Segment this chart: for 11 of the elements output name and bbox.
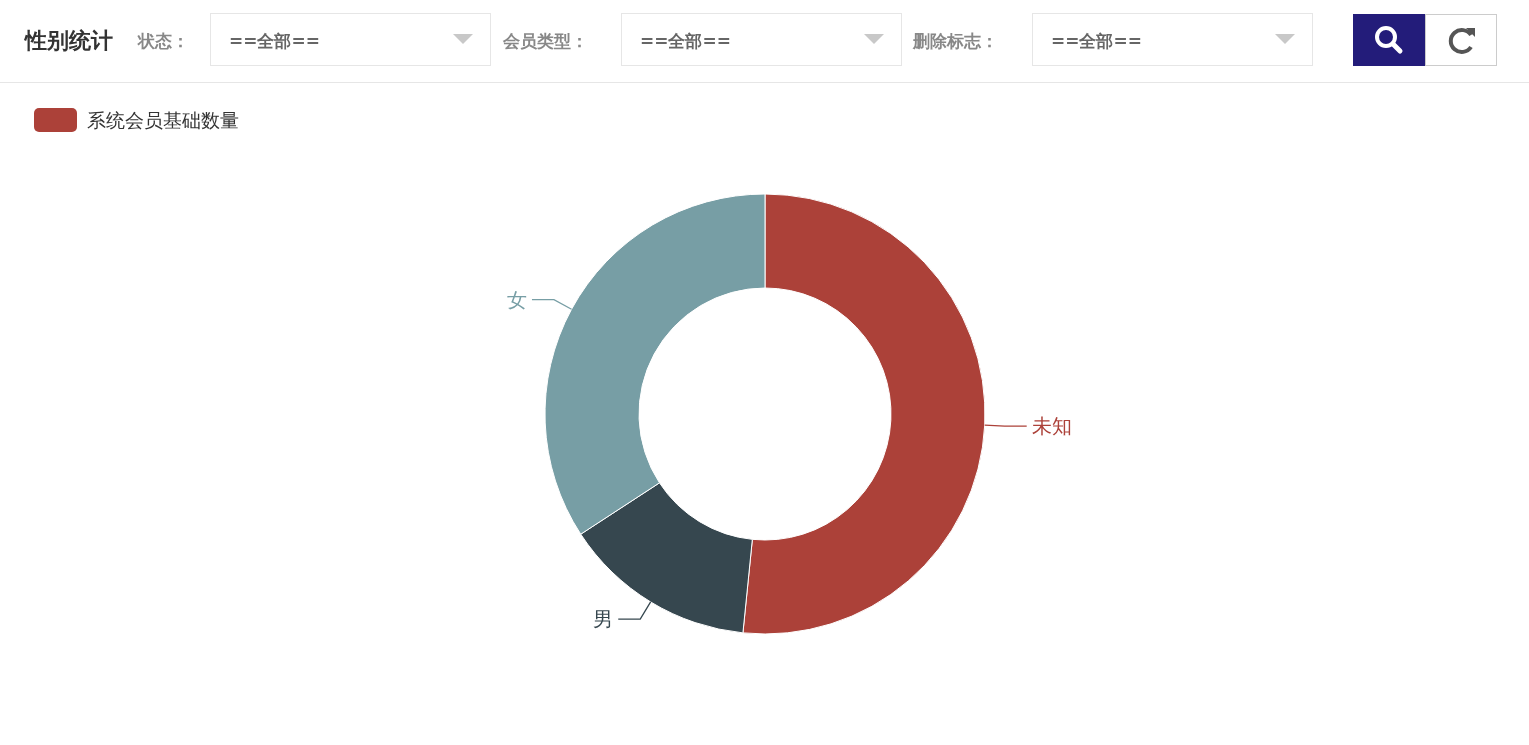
text: 状态： xyxy=(137,31,189,51)
slice-label: 未知 xyxy=(1031,414,1072,439)
text: 删除标志： xyxy=(912,31,998,51)
chart-title: 性别统计 xyxy=(23,28,113,53)
text: ==全部== xyxy=(1051,31,1142,51)
slice-label: 女 xyxy=(506,287,527,312)
text: ==全部== xyxy=(229,31,320,51)
text: 会员类型： xyxy=(502,31,588,51)
text: ==全部== xyxy=(640,31,731,51)
slice-label: 男 xyxy=(593,607,614,632)
legend-label: 系统会员基础数量 xyxy=(87,109,239,131)
